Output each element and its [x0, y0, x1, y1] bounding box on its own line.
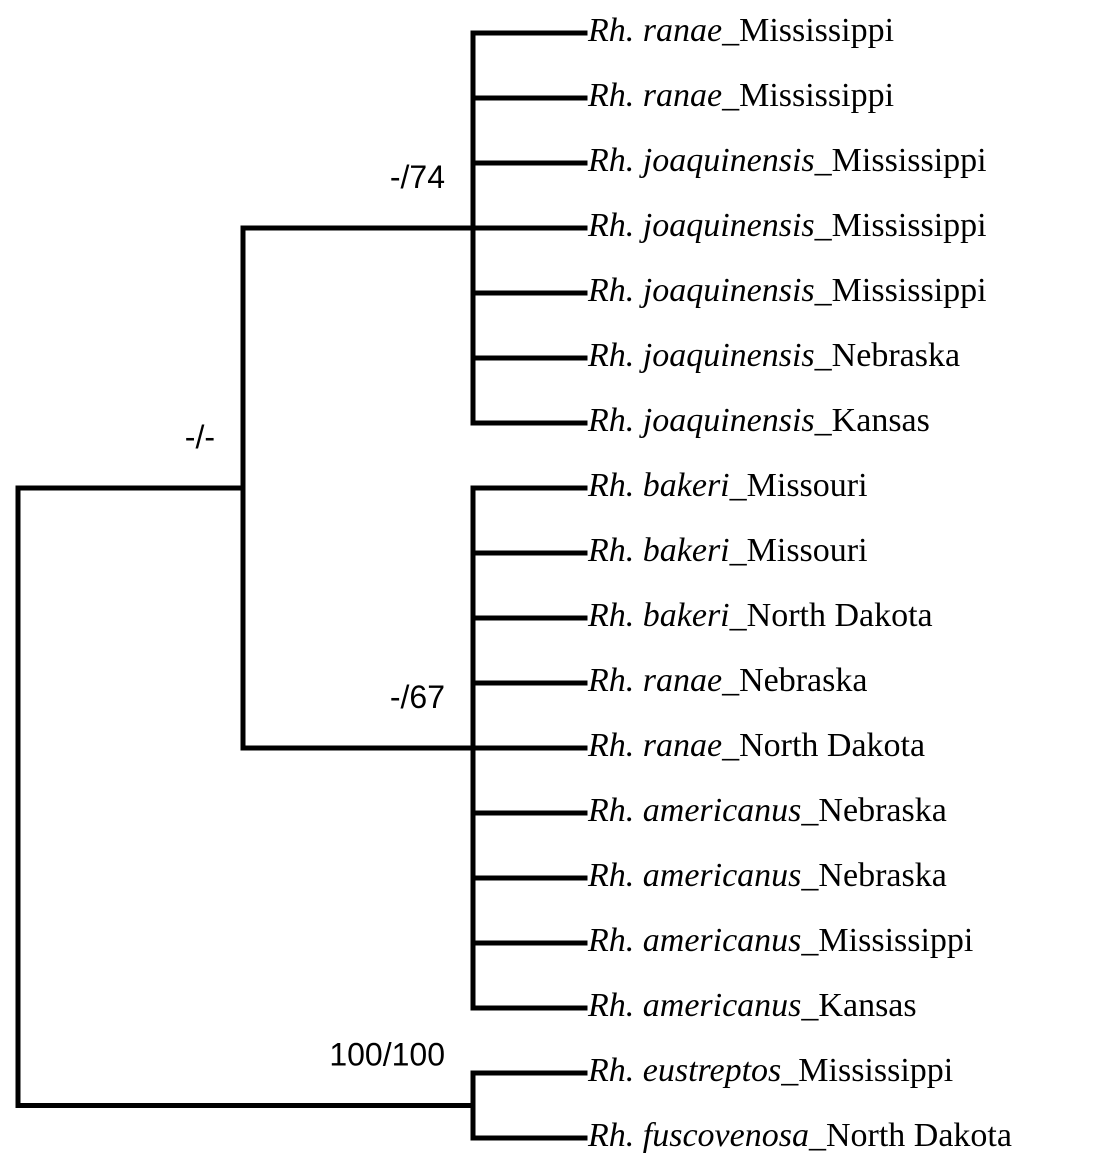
locality: _Nebraska [814, 337, 960, 374]
taxon-name: Rh. ranae [587, 662, 722, 699]
support-value: -/67 [390, 679, 445, 715]
locality: _Mississippi [721, 77, 894, 114]
taxon-name: Rh. fuscovenosa [587, 1117, 809, 1154]
locality: _Mississippi [814, 142, 987, 179]
locality: _North Dakota [721, 727, 925, 764]
leaf-label: Rh. eustreptos_Mississippi [587, 1052, 953, 1089]
taxon-name: Rh. americanus [587, 792, 801, 829]
taxon-name: Rh. americanus [587, 987, 801, 1024]
locality: _Mississippi [814, 272, 987, 309]
leaf-label: Rh. joaquinensis_Mississippi [587, 142, 987, 179]
taxon-name: Rh. bakeri [587, 597, 730, 634]
leaf-label: Rh. bakeri_North Dakota [587, 597, 933, 634]
locality: _North Dakota [808, 1117, 1012, 1154]
leaf-label: Rh. ranae_North Dakota [587, 727, 925, 764]
leaf-label: Rh. americanus_Kansas [587, 987, 917, 1024]
locality: _Mississippi [814, 207, 987, 244]
leaf-label: Rh. ranae_Nebraska [587, 662, 867, 699]
taxon-name: Rh. eustreptos [587, 1052, 781, 1089]
leaf-label: Rh. americanus_Nebraska [587, 792, 947, 829]
leaf-label: Rh. joaquinensis_Kansas [587, 402, 930, 439]
locality: _Mississippi [721, 12, 894, 49]
leaf-label: Rh. ranae_Mississippi [587, 77, 894, 114]
locality: _Nebraska [721, 662, 867, 699]
taxon-name: Rh. joaquinensis [587, 272, 815, 309]
taxon-name: Rh. ranae [587, 727, 722, 764]
taxon-name: Rh. ranae [587, 77, 722, 114]
taxon-name: Rh. ranae [587, 12, 722, 49]
leaf-label: Rh. fuscovenosa_North Dakota [587, 1117, 1012, 1154]
locality: _Missouri [729, 467, 868, 504]
taxon-name: Rh. bakeri [587, 467, 730, 504]
taxon-name: Rh. americanus [587, 922, 801, 959]
taxon-name: Rh. joaquinensis [587, 207, 815, 244]
taxon-name: Rh. joaquinensis [587, 337, 815, 374]
leaf-label: Rh. joaquinensis_Nebraska [587, 337, 960, 374]
taxon-name: Rh. americanus [587, 857, 801, 894]
locality: _Missouri [729, 532, 868, 569]
support-value: -/- [185, 419, 215, 455]
taxon-name: Rh. joaquinensis [587, 402, 815, 439]
taxon-name: Rh. joaquinensis [587, 142, 815, 179]
locality: _North Dakota [729, 597, 933, 634]
locality: _Mississippi [800, 922, 973, 959]
locality: _Kansas [800, 987, 916, 1024]
leaf-label: Rh. joaquinensis_Mississippi [587, 207, 987, 244]
leaf-label: Rh. americanus_Nebraska [587, 857, 947, 894]
support-value: 100/100 [329, 1037, 445, 1073]
taxon-name: Rh. bakeri [587, 532, 730, 569]
locality: _Kansas [814, 402, 930, 439]
leaf-label: Rh. joaquinensis_Mississippi [587, 272, 987, 309]
support-value: -/74 [390, 159, 445, 195]
leaf-label: Rh. bakeri_Missouri [587, 467, 868, 504]
locality: _Nebraska [800, 857, 946, 894]
leaf-label: Rh. americanus_Mississippi [587, 922, 973, 959]
locality: _Mississippi [780, 1052, 953, 1089]
leaf-label: Rh. ranae_Mississippi [587, 12, 894, 49]
locality: _Nebraska [800, 792, 946, 829]
leaf-label: Rh. bakeri_Missouri [587, 532, 868, 569]
